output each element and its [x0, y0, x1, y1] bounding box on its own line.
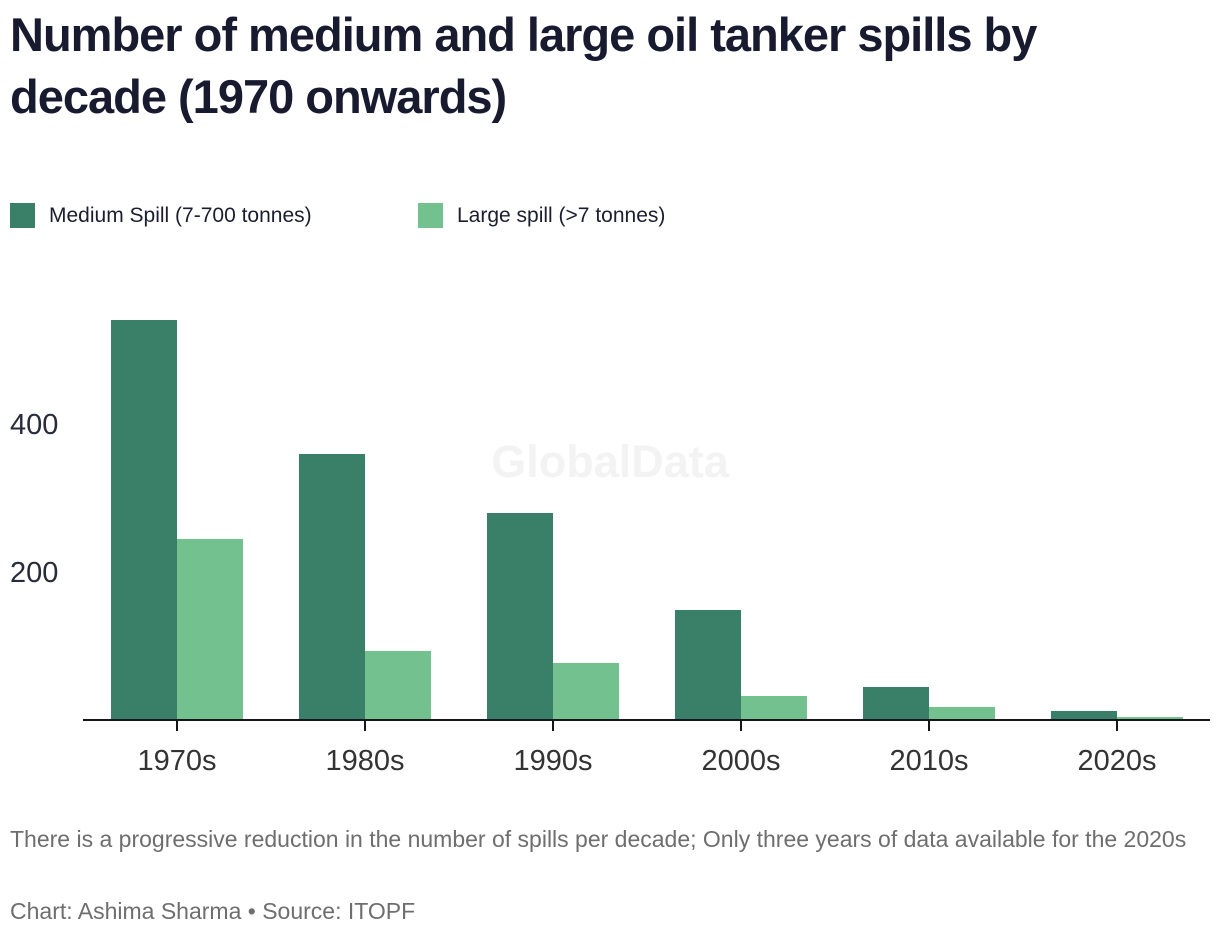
x-axis-label-1970s: 1970s: [137, 745, 217, 777]
bar-large-1970s: [177, 539, 243, 720]
bar-medium-1980s: [299, 454, 365, 720]
legend-swatch-medium: [10, 203, 35, 228]
bar-medium-2020s: [1051, 711, 1117, 720]
x-axis-label-1980s: 1980s: [325, 745, 405, 777]
chart-title: Number of medium and large oil tanker sp…: [10, 8, 1037, 123]
legend-item-large: Large spill (>7 tonnes): [418, 203, 665, 228]
legend-item-medium: Medium Spill (7-700 tonnes): [10, 203, 312, 228]
x-axis-label-2010s: 2010s: [889, 745, 969, 777]
x-axis-line: [83, 719, 1210, 721]
y-axis-label-400: 400: [10, 409, 59, 441]
legend-label-medium: Medium Spill (7-700 tonnes): [49, 203, 312, 227]
legend-swatch-large: [418, 203, 443, 228]
bar-large-1980s: [365, 651, 431, 720]
x-axis-label-2000s: 2000s: [701, 745, 781, 777]
bar-large-2020s: [1117, 717, 1183, 720]
legend: Medium Spill (7-700 tonnes) Large spill (…: [0, 203, 1220, 228]
watermark: GlobalData: [491, 436, 729, 487]
bar-medium-2000s: [675, 610, 741, 720]
bar-medium-2010s: [863, 687, 929, 720]
x-axis-tick-1970s: [176, 721, 178, 731]
x-axis-tick-2000s: [740, 721, 742, 731]
chart-credit: Chart: Ashima Sharma • Source: ITOPF: [10, 898, 416, 924]
x-axis-tick-2020s: [1116, 721, 1118, 731]
chart-notes: There is a progressive reduction in the …: [10, 826, 1187, 852]
x-axis-tick-1990s: [552, 721, 554, 731]
y-axis-label-200: 200: [10, 556, 59, 589]
bar-medium-1970s: [111, 320, 177, 720]
x-axis-tick-1980s: [364, 721, 366, 731]
x-axis-tick-2010s: [928, 721, 930, 731]
x-axis-label-1990s: 1990s: [513, 745, 593, 777]
bar-large-1990s: [553, 663, 619, 720]
bar-large-2000s: [741, 696, 807, 720]
bar-medium-1990s: [487, 513, 553, 720]
legend-label-large: Large spill (>7 tonnes): [457, 203, 666, 227]
x-axis-label-2020s: 2020s: [1077, 745, 1157, 777]
bar-large-2010s: [929, 707, 995, 720]
